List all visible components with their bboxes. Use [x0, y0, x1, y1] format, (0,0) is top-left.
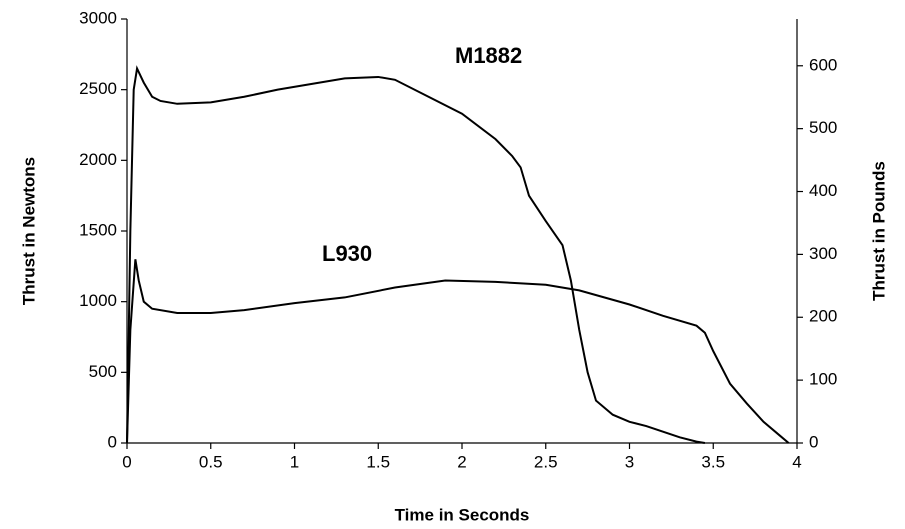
y2-tick-label: 400 [809, 181, 837, 200]
y2-tick-label: 600 [809, 55, 837, 74]
x-axis-title: Time in Seconds [395, 505, 530, 524]
x-tick-label: 3.5 [701, 452, 725, 471]
y-tick-label: 2000 [79, 150, 117, 169]
annotation: L930 [322, 241, 372, 266]
y2-tick-label: 500 [809, 118, 837, 137]
y2-tick-label: 300 [809, 244, 837, 263]
x-tick-label: 1 [290, 452, 299, 471]
y2-axis-title: Thrust in Pounds [869, 161, 888, 301]
y-tick-label: 0 [108, 432, 117, 451]
y-tick-label: 1000 [79, 291, 117, 310]
y2-tick-label: 200 [809, 307, 837, 326]
y2-tick-label: 0 [809, 432, 818, 451]
y2-tick-label: 100 [809, 370, 837, 389]
annotation: M1882 [455, 43, 522, 68]
y-tick-label: 2500 [79, 79, 117, 98]
y-axis-title: Thrust in Newtons [19, 157, 38, 305]
y-tick-label: 500 [89, 362, 117, 381]
series-line [126, 259, 790, 444]
x-tick-label: 2 [457, 452, 466, 471]
y-tick-label: 1500 [79, 220, 117, 239]
y-tick-label: 3000 [79, 8, 117, 27]
series-line [126, 65, 706, 444]
x-tick-label: 0 [122, 452, 131, 471]
x-tick-label: 1.5 [366, 452, 390, 471]
x-tick-label: 2.5 [534, 452, 558, 471]
x-tick-label: 4 [792, 452, 801, 471]
x-tick-label: 0.5 [199, 452, 223, 471]
x-tick-label: 3 [625, 452, 634, 471]
